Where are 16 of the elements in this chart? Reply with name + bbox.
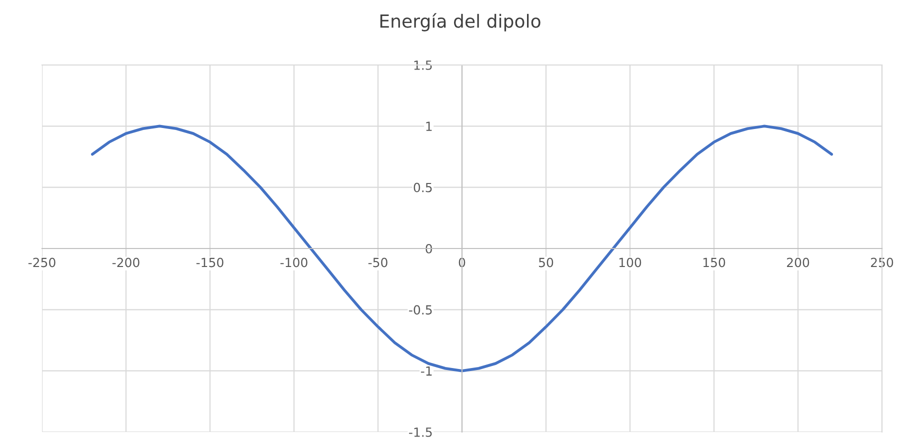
x-tick-label: 250: [870, 258, 894, 268]
y-tick-label: -1: [420, 366, 432, 376]
chart-title: Energía del dipolo: [380, 13, 540, 32]
y-tick-label: 1: [426, 122, 432, 131]
x-tick-label: -150: [196, 258, 224, 268]
x-tick-label: -250: [28, 258, 56, 268]
x-tick-label: 50: [539, 258, 554, 268]
x-tick-label: 200: [786, 258, 810, 268]
y-tick-label: -0.5: [409, 305, 432, 315]
x-tick-label: -50: [368, 258, 388, 268]
x-tick-label: -200: [112, 258, 140, 268]
x-tick-label: 100: [619, 258, 642, 268]
y-tick-label: 0.5: [414, 182, 432, 192]
x-tick-label: -100: [280, 258, 308, 268]
y-tick-label: -1.5: [409, 428, 432, 437]
x-tick-label: 150: [703, 258, 726, 268]
